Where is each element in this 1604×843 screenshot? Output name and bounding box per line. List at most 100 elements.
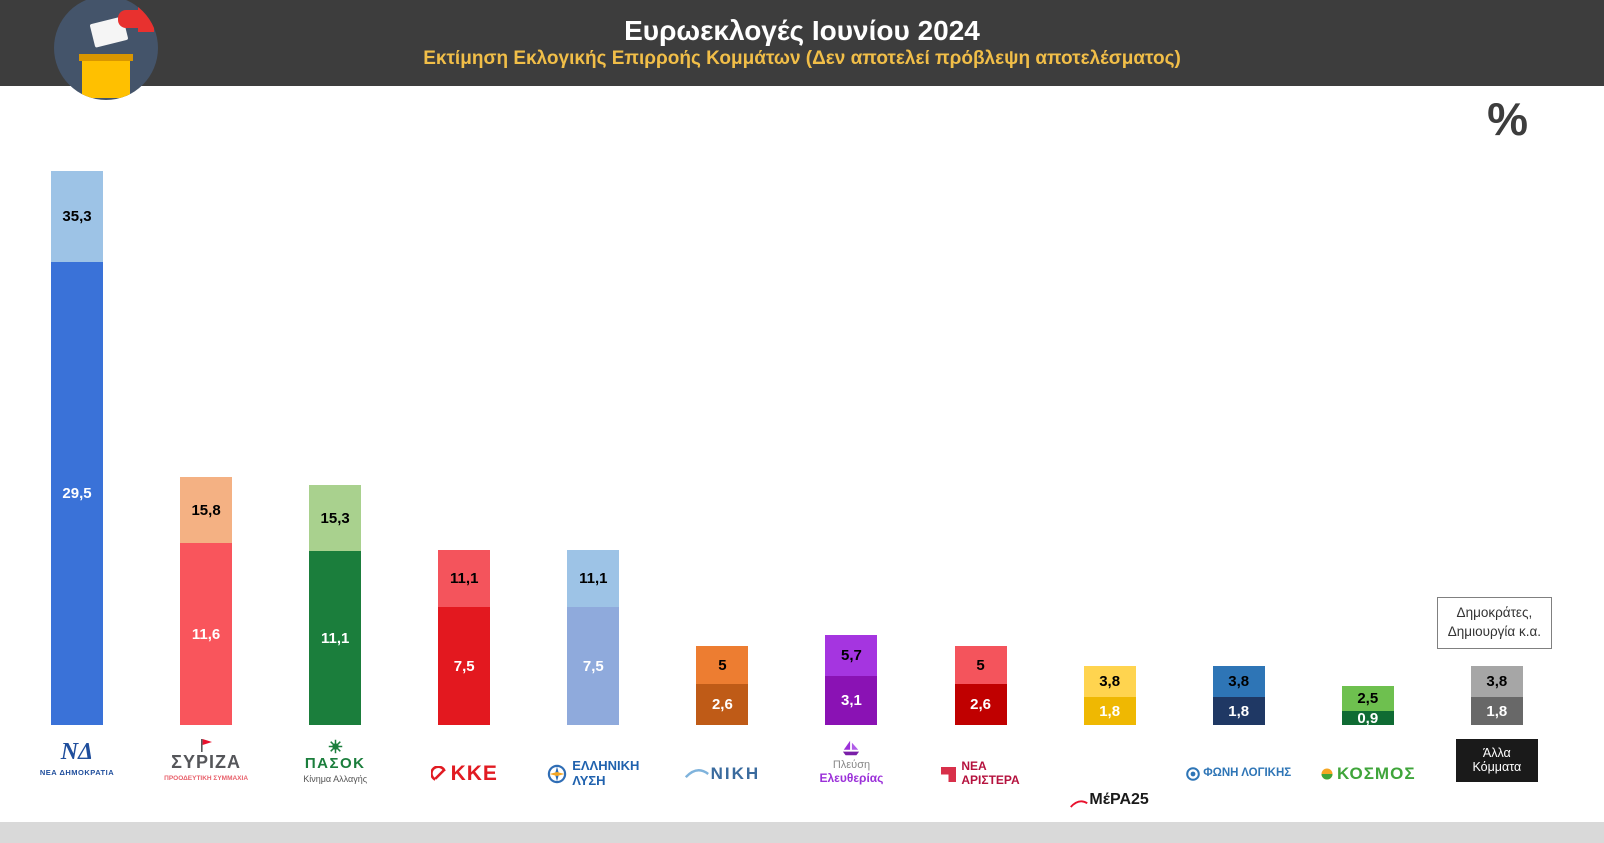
party-logo-plefsi: Πλεύση Ελευθερίας xyxy=(790,731,912,809)
bar-value-upper-pasok: 15,3 xyxy=(320,509,350,527)
party-logo-mera: ΜέΡΑ25 xyxy=(1049,731,1171,809)
party-name-syriza: ΣΥΡΙΖΑ xyxy=(171,752,241,772)
bar-segment-lower-ellysi: 7,5 xyxy=(567,607,620,725)
party-logo-ellysi: ΕΛΛΗΝΙΚΗ ΛΥΣΗ xyxy=(532,731,654,809)
bar-column-naristera: 5 2,6 ΝΕΑ ΑΡΙΣΤΕΡΑ xyxy=(920,646,1042,809)
bar-value-lower-ellysi: 7,5 xyxy=(582,657,604,675)
bar-segment-lower-pasok: 11,1 xyxy=(309,551,362,725)
party-logo-niki: ΝΙΚΗ xyxy=(661,731,783,809)
party-subname-plefsi: Ελευθερίας xyxy=(819,770,884,785)
pasok-icon xyxy=(328,739,343,754)
bar-segment-upper-kosmos: 2,5 xyxy=(1341,686,1394,711)
bar-segment-lower-kosmos: 0,9 xyxy=(1341,709,1394,727)
range-bar-niki: 5 2,6 xyxy=(696,646,749,725)
party-subname-nd: ΝΕΑ ΔΗΜΟΚΡΑΤΙΑ xyxy=(39,767,115,777)
bar-column-syriza: 15,8 11,6 ΣΥΡΙΖΑ ΠΡΟΟΔΕΥΤΙΚΗ ΣΥΜΜΑΧΙΑ xyxy=(145,477,267,809)
range-bar-ellysi: 11,1 7,5 xyxy=(567,550,620,725)
bar-chart: 35,3 29,5 ΝΔ ΝΕΑ ΔΗΜΟΚΡΑΤΙΑ 15,8 11,6 ΣΥΡΙΖΑ ΠΡ… xyxy=(16,171,1558,809)
bar-segment-lower-mera: 1,8 xyxy=(1083,697,1136,725)
party-logo-foni: ΦΩΝΗ ΛΟΓΙΚΗΣ xyxy=(1178,731,1300,809)
bar-column-ellysi: 11,1 7,5 ΕΛΛΗΝΙΚΗ ΛΥΣΗ xyxy=(532,550,654,809)
niki-icon xyxy=(684,768,709,780)
party-name-naristera: ΝΕΑ ΑΡΙΣΤΕΡΑ xyxy=(961,759,1020,787)
party-name-alla: Άλλα Κόμματα xyxy=(1455,739,1538,782)
bar-value-upper-plefsi: 5,7 xyxy=(841,647,862,664)
range-bar-plefsi: 5,7 3,1 xyxy=(825,635,878,725)
bar-column-kosmos: 2,5 0,9 ΚΟΣΜΟΣ xyxy=(1307,686,1429,809)
bar-value-upper-kke: 11,1 xyxy=(450,570,479,587)
party-logo-syriza: ΣΥΡΙΖΑ ΠΡΟΟΔΕΥΤΙΚΗ ΣΥΜΜΑΧΙΑ xyxy=(145,731,267,809)
bar-value-upper-syriza: 15,8 xyxy=(191,501,221,519)
annotation-box: Δημοκράτες, Δημιουργία κ.α. xyxy=(1436,597,1552,649)
bar-segment-lower-kke: 7,5 xyxy=(438,607,491,725)
plefsi-icon xyxy=(840,739,862,757)
bar-segment-lower-plefsi: 3,1 xyxy=(825,676,878,725)
bar-value-lower-nd: 29,5 xyxy=(62,485,92,502)
bar-value-lower-niki: 2,6 xyxy=(711,696,733,713)
party-name-kosmos: ΚΟΣΜΟΣ xyxy=(1337,764,1416,784)
bar-value-upper-kosmos: 2,5 xyxy=(1357,690,1379,707)
bar-value-upper-alla: 3,8 xyxy=(1486,673,1508,690)
ballot-box-icon xyxy=(52,0,160,102)
page-title: Ευρωεκλογές Ιουνίου 2024 xyxy=(624,15,980,47)
party-logo-kke: ΚΚΕ xyxy=(403,731,525,809)
foni-icon xyxy=(1186,767,1201,781)
kosmos-icon xyxy=(1320,767,1334,781)
range-bar-kke: 11,1 7,5 xyxy=(438,550,491,725)
page-subtitle: Εκτίμηση Εκλογικής Επιρροής Κομμάτων (Δε… xyxy=(423,48,1181,70)
mera-icon xyxy=(1070,799,1089,809)
bar-segment-upper-alla: 3,8 xyxy=(1470,666,1523,697)
bar-segment-upper-niki: 5 xyxy=(696,646,749,684)
bar-segment-lower-nd: 29,5 xyxy=(51,262,103,725)
range-bar-syriza: 15,8 11,6 xyxy=(180,477,233,725)
bar-segment-lower-foni: 1,8 xyxy=(1212,697,1265,725)
bar-value-upper-foni: 3,8 xyxy=(1228,673,1250,690)
bar-value-lower-pasok: 11,1 xyxy=(320,629,350,647)
bar-column-mera: 3,8 1,8 ΜέΡΑ25 xyxy=(1049,666,1171,809)
party-name-niki: ΝΙΚΗ xyxy=(710,764,761,784)
bar-value-lower-plefsi: 3,1 xyxy=(841,692,862,709)
bar-value-lower-kke: 7,5 xyxy=(453,657,475,675)
party-name-pasok: ΠΑΣΟΚ xyxy=(304,755,366,772)
bar-column-niki: 5 2,6 ΝΙΚΗ xyxy=(661,646,783,809)
range-bar-naristera: 5 2,6 xyxy=(954,646,1007,725)
bar-segment-upper-kke: 11,1 xyxy=(438,550,491,607)
party-logo-alla: Άλλα Κόμματα xyxy=(1436,731,1558,809)
party-subname-syriza: ΠΡΟΟΔΕΥΤΙΚΗ ΣΥΜΜΑΧΙΑ xyxy=(164,774,249,782)
range-bar-foni: 3,8 1,8 xyxy=(1212,666,1265,725)
bar-segment-upper-pasok: 15,3 xyxy=(309,485,362,551)
header-bar: Ευρωεκλογές Ιουνίου 2024 Εκτίμηση Εκλογι… xyxy=(0,0,1604,86)
bar-segment-upper-nd: 35,3 xyxy=(51,171,103,262)
naristera-icon xyxy=(941,766,957,782)
party-logo-pasok: ΠΑΣΟΚ Κίνημα Αλλαγής xyxy=(274,731,396,809)
percent-symbol: % xyxy=(1487,93,1528,145)
bar-segment-lower-naristera: 2,6 xyxy=(954,684,1007,725)
bar-column-kke: 11,1 7,5 ΚΚΕ xyxy=(403,550,525,809)
bar-column-pasok: 15,3 11,1 ΠΑΣΟΚ Κίνημα Αλλαγής xyxy=(274,485,396,809)
bar-segment-upper-plefsi: 5,7 xyxy=(825,635,878,676)
bar-value-upper-mera: 3,8 xyxy=(1099,673,1121,690)
bar-column-alla: 3,8 1,8 Άλλα Κόμματα xyxy=(1436,666,1558,809)
party-name-ellysi: ΕΛΛΗΝΙΚΗ ΛΥΣΗ xyxy=(572,758,640,788)
party-name-plefsi: Πλεύση xyxy=(832,759,871,771)
party-name-foni: ΦΩΝΗ ΛΟΓΙΚΗΣ xyxy=(1203,767,1292,780)
bar-column-nd: 35,3 29,5 ΝΔ ΝΕΑ ΔΗΜΟΚΡΑΤΙΑ xyxy=(16,171,138,809)
party-logo-kosmos: ΚΟΣΜΟΣ xyxy=(1307,731,1429,809)
bar-segment-lower-alla: 1,8 xyxy=(1470,697,1523,725)
range-bar-pasok: 15,3 11,1 xyxy=(309,485,362,725)
kke-icon xyxy=(430,765,448,783)
bar-value-upper-ellysi: 11,1 xyxy=(579,570,608,587)
range-bar-mera: 3,8 1,8 xyxy=(1083,666,1136,725)
ellysi-icon xyxy=(547,764,567,784)
range-bar-nd: 35,3 29,5 xyxy=(51,171,103,725)
bar-value-upper-niki: 5 xyxy=(718,656,727,674)
bar-segment-upper-mera: 3,8 xyxy=(1083,666,1136,697)
party-logo-naristera: ΝΕΑ ΑΡΙΣΤΕΡΑ xyxy=(920,731,1042,809)
bar-value-lower-kosmos: 0,9 xyxy=(1357,709,1379,727)
bar-value-upper-nd: 35,3 xyxy=(62,208,92,225)
range-bar-kosmos: 2,5 0,9 xyxy=(1341,686,1394,727)
bar-segment-lower-syriza: 11,6 xyxy=(180,543,233,725)
party-subname-pasok: Κίνημα Αλλαγής xyxy=(303,774,368,785)
bar-segment-upper-naristera: 5 xyxy=(954,646,1007,684)
bar-value-lower-alla: 1,8 xyxy=(1486,702,1508,720)
